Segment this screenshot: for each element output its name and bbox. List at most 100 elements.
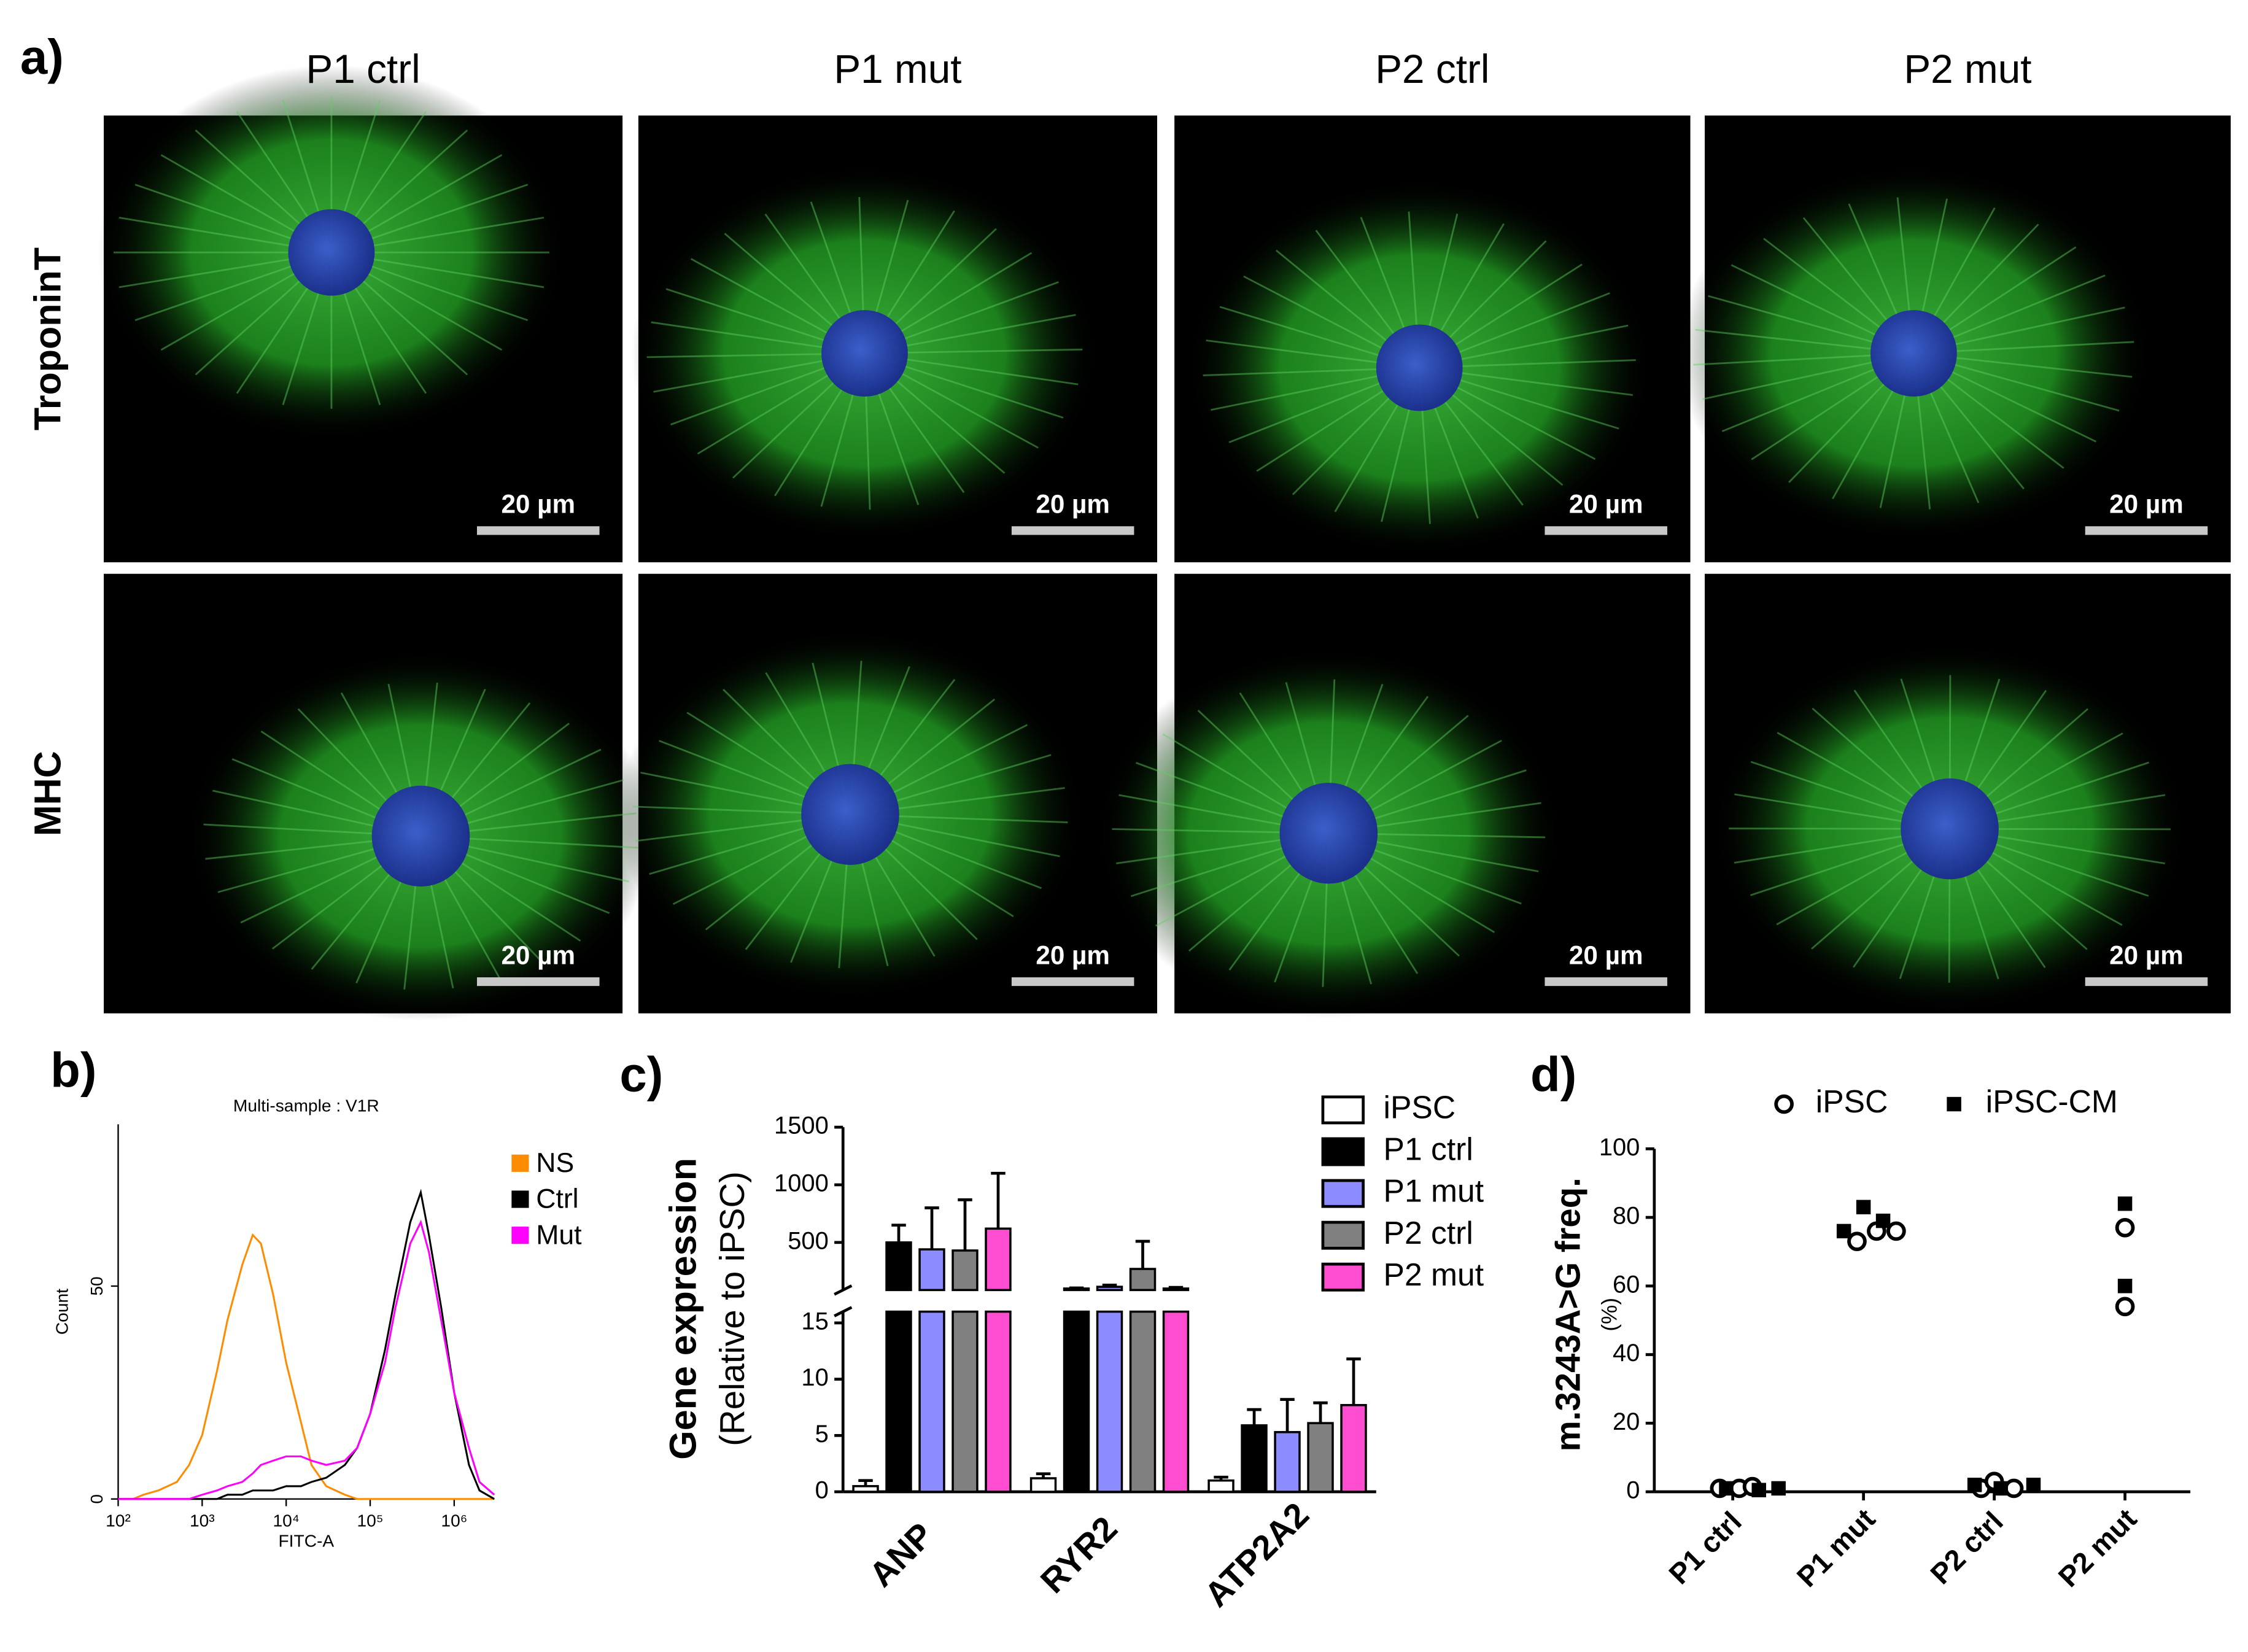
scale-bar-label: 20 µm <box>2109 490 2184 519</box>
y-tick-label: 15 <box>801 1308 828 1335</box>
legend-label: iPSC-CM <box>1986 1084 2118 1119</box>
error-bar <box>1102 1283 1117 1287</box>
bar <box>985 1227 1012 1292</box>
y-tick-label: 60 <box>1613 1271 1640 1298</box>
y-tick-label: 50 <box>87 1276 106 1295</box>
point <box>1993 1481 2009 1496</box>
error-bar <box>991 1171 1006 1229</box>
point <box>2115 1297 2135 1317</box>
legend-label: P2 mut <box>1384 1257 1484 1292</box>
y-tick-label: 5 <box>815 1421 829 1448</box>
y-tick-label: 20 <box>1613 1408 1640 1435</box>
bar <box>952 1249 979 1292</box>
x-tick-label: P2 mut <box>2052 1502 2143 1593</box>
legend-swatch <box>1321 1179 1365 1208</box>
y-axis-label: m.3243A>G freq. <box>1549 1177 1587 1451</box>
nucleus <box>1279 783 1378 884</box>
y-tick-label: 1500 <box>774 1112 829 1139</box>
y-axis-unit: (%) <box>1598 1298 1622 1332</box>
x-axis-label: FITC-A <box>278 1532 334 1551</box>
x-tick-label: 10⁴ <box>273 1511 299 1530</box>
point <box>2117 1279 2133 1293</box>
legend-swatch <box>1321 1095 1365 1125</box>
point <box>1875 1213 1891 1228</box>
y-tick-label: 0 <box>1626 1477 1640 1504</box>
y-tick-label: 100 <box>1599 1134 1640 1161</box>
bar <box>885 1310 912 1493</box>
bar <box>918 1248 945 1292</box>
bar <box>985 1310 1012 1493</box>
point <box>2117 1196 2133 1211</box>
legend-marker <box>1774 1094 1794 1114</box>
x-tick-label: RYR2 <box>1033 1509 1125 1600</box>
panel-label: a) <box>20 29 64 84</box>
x-tick-label: 10⁵ <box>357 1511 384 1530</box>
point <box>2004 1478 2024 1499</box>
legend-swatch <box>1321 1220 1365 1250</box>
x-tick-label: ANP <box>861 1515 940 1594</box>
legend-label: P2 ctrl <box>1384 1215 1473 1251</box>
legend-swatch <box>1321 1262 1365 1292</box>
y-tick-label: 0 <box>815 1477 829 1504</box>
error-bar <box>858 1479 873 1486</box>
error-bar <box>1214 1475 1228 1481</box>
nucleus <box>821 310 908 397</box>
legend-label: NS <box>536 1148 574 1178</box>
y-axis-label: Count <box>53 1289 72 1335</box>
legend-label: P1 ctrl <box>1384 1131 1473 1167</box>
nucleus <box>288 209 375 296</box>
scale-bar-label: 20 µm <box>1569 490 1643 519</box>
histogram-line <box>118 1219 495 1500</box>
error-bar <box>1247 1408 1262 1425</box>
scale-bar-label: 20 µm <box>1036 490 1110 519</box>
histogram-line <box>118 1233 495 1500</box>
legend-swatch <box>511 1190 529 1208</box>
x-tick-label: 10³ <box>190 1511 215 1530</box>
bar <box>1274 1431 1301 1493</box>
y-tick-label: 500 <box>788 1227 829 1254</box>
y-tick-label: 10 <box>801 1364 828 1391</box>
point <box>2115 1217 2135 1238</box>
error-bar <box>891 1223 906 1243</box>
panel-label: c) <box>619 1047 663 1101</box>
legend-label: Ctrl <box>536 1184 578 1214</box>
histogram-line <box>118 1189 495 1500</box>
legend-label: P1 mut <box>1384 1173 1484 1209</box>
legend-label: iPSC <box>1816 1084 1888 1119</box>
error-bar <box>1313 1401 1328 1424</box>
point <box>1847 1231 1867 1252</box>
point <box>1751 1483 1766 1497</box>
error-bar <box>1168 1286 1184 1289</box>
bar <box>918 1310 945 1493</box>
column-label: P2 ctrl <box>1375 47 1489 91</box>
x-tick-label: 10⁶ <box>441 1511 467 1530</box>
bar <box>1162 1310 1190 1493</box>
error-bar <box>1280 1398 1295 1432</box>
point <box>1967 1478 1982 1492</box>
bar <box>1096 1310 1123 1493</box>
bar <box>1241 1424 1268 1493</box>
point <box>1836 1223 1851 1239</box>
bar <box>1207 1479 1234 1493</box>
x-tick-label: P2 ctrl <box>1924 1505 2009 1590</box>
y-tick-label: 1000 <box>774 1170 829 1197</box>
chart-title: Multi-sample : V1R <box>233 1096 379 1115</box>
x-tick-label: ATP2A2 <box>1197 1495 1316 1614</box>
bar <box>1129 1268 1157 1292</box>
bar <box>1063 1310 1090 1493</box>
scale-bar-label: 20 µm <box>501 490 575 519</box>
legend-label: iPSC <box>1384 1090 1456 1125</box>
y-tick-label: 40 <box>1613 1340 1640 1367</box>
nucleus <box>801 764 899 865</box>
legend-swatch <box>511 1227 529 1244</box>
column-label: P2 mut <box>1904 47 2031 91</box>
bar <box>1340 1404 1367 1493</box>
bar <box>1096 1286 1123 1292</box>
error-bar <box>958 1198 972 1251</box>
bar <box>885 1241 912 1292</box>
error-bar <box>1135 1239 1150 1270</box>
bar <box>952 1310 979 1493</box>
y-axis-sublabel: (Relative to iPSC) <box>713 1171 751 1446</box>
bar <box>1129 1310 1157 1493</box>
